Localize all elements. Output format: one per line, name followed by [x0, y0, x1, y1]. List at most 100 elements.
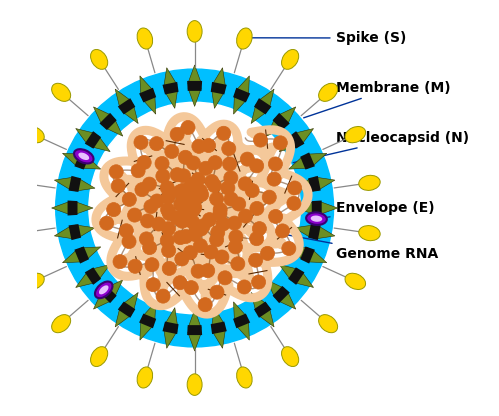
Circle shape [210, 285, 224, 299]
Circle shape [195, 188, 209, 202]
Polygon shape [212, 329, 226, 348]
Polygon shape [277, 107, 296, 125]
Polygon shape [319, 201, 338, 215]
Circle shape [250, 159, 264, 173]
Circle shape [145, 258, 159, 272]
Circle shape [211, 225, 225, 240]
Polygon shape [294, 129, 313, 145]
Circle shape [210, 192, 224, 206]
Circle shape [175, 252, 189, 266]
Circle shape [287, 181, 302, 195]
Circle shape [150, 136, 164, 151]
Polygon shape [165, 307, 178, 327]
Circle shape [162, 206, 176, 220]
Polygon shape [188, 88, 201, 106]
Polygon shape [91, 265, 110, 280]
Polygon shape [312, 201, 322, 215]
Polygon shape [75, 225, 95, 238]
Ellipse shape [9, 175, 30, 191]
Circle shape [208, 178, 222, 193]
Polygon shape [62, 153, 82, 167]
Polygon shape [76, 129, 95, 145]
Text: Nucleocapsid (N): Nucleocapsid (N) [293, 131, 469, 163]
Circle shape [179, 230, 193, 243]
Polygon shape [122, 104, 138, 124]
Circle shape [228, 216, 242, 230]
Circle shape [201, 264, 215, 278]
Circle shape [267, 172, 281, 186]
Polygon shape [164, 329, 177, 348]
Circle shape [128, 208, 142, 222]
Polygon shape [187, 81, 202, 91]
Circle shape [183, 245, 198, 260]
Polygon shape [188, 310, 201, 328]
Circle shape [179, 200, 194, 214]
Circle shape [107, 203, 121, 217]
Circle shape [275, 224, 289, 238]
Circle shape [170, 211, 184, 225]
Circle shape [89, 102, 300, 314]
Polygon shape [294, 225, 314, 238]
Circle shape [100, 216, 114, 230]
Polygon shape [140, 76, 153, 96]
Circle shape [249, 253, 262, 267]
Polygon shape [266, 280, 284, 297]
Ellipse shape [51, 83, 71, 102]
Circle shape [191, 264, 205, 278]
Polygon shape [93, 291, 112, 309]
Circle shape [146, 277, 160, 292]
Polygon shape [315, 177, 335, 191]
Circle shape [137, 156, 151, 169]
Circle shape [268, 209, 283, 223]
Circle shape [215, 250, 229, 264]
Circle shape [150, 194, 164, 208]
Circle shape [176, 194, 190, 208]
Circle shape [173, 185, 187, 199]
Circle shape [204, 245, 218, 259]
Ellipse shape [78, 153, 89, 160]
Circle shape [268, 157, 282, 171]
Polygon shape [296, 201, 315, 215]
Polygon shape [105, 280, 123, 297]
Circle shape [241, 152, 254, 166]
Circle shape [162, 261, 176, 275]
Circle shape [191, 172, 205, 186]
Polygon shape [81, 156, 101, 169]
Circle shape [122, 192, 136, 206]
Polygon shape [234, 94, 247, 114]
Polygon shape [85, 267, 101, 285]
Circle shape [173, 276, 187, 290]
Circle shape [252, 222, 266, 236]
Circle shape [134, 135, 148, 149]
Circle shape [176, 183, 190, 197]
Ellipse shape [345, 273, 366, 290]
Circle shape [188, 227, 202, 241]
Circle shape [245, 183, 259, 198]
Circle shape [111, 179, 125, 193]
Circle shape [139, 232, 154, 246]
Circle shape [161, 190, 175, 204]
Polygon shape [81, 247, 101, 260]
Polygon shape [288, 131, 304, 149]
Circle shape [56, 69, 333, 347]
Polygon shape [315, 225, 335, 239]
Polygon shape [143, 94, 156, 114]
Circle shape [155, 156, 169, 171]
Polygon shape [163, 322, 179, 334]
Polygon shape [211, 322, 227, 334]
Polygon shape [163, 82, 179, 94]
Polygon shape [139, 88, 156, 102]
Circle shape [229, 240, 243, 254]
Circle shape [128, 259, 142, 273]
Polygon shape [85, 131, 101, 149]
Polygon shape [118, 98, 135, 114]
Circle shape [229, 230, 243, 244]
Circle shape [122, 235, 136, 249]
Circle shape [213, 203, 227, 217]
Circle shape [109, 165, 123, 179]
Text: Spike (S): Spike (S) [243, 31, 406, 45]
Polygon shape [115, 89, 131, 109]
Polygon shape [54, 225, 74, 239]
Circle shape [194, 238, 208, 253]
Polygon shape [211, 82, 227, 94]
